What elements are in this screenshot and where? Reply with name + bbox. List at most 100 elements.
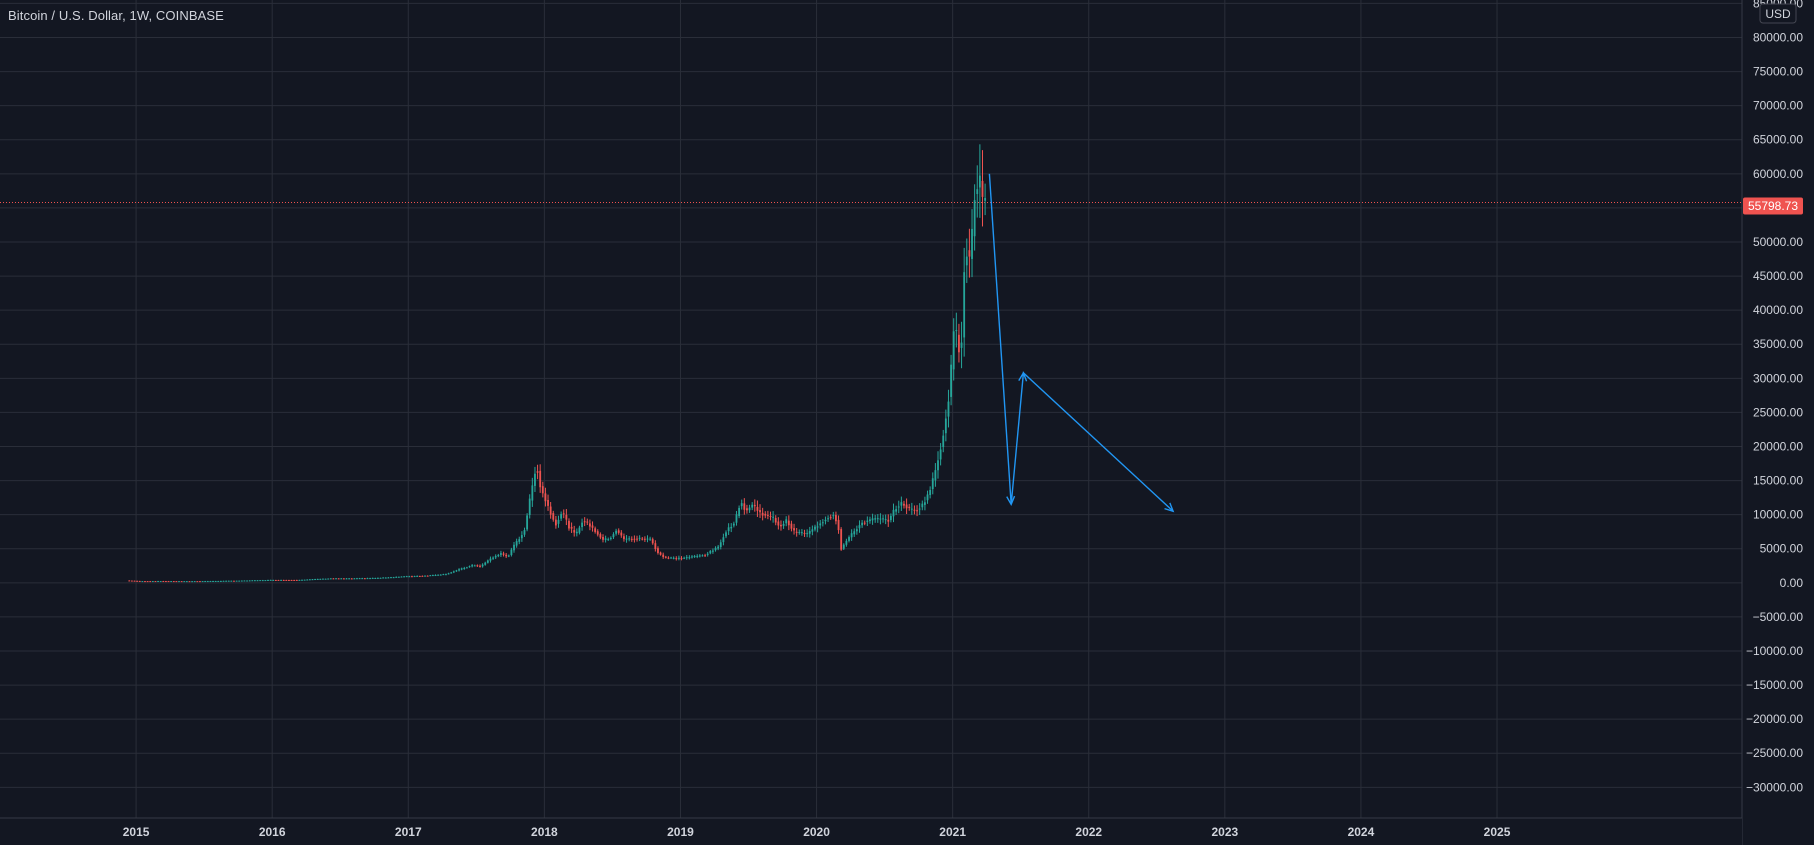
price-axis-panel[interactable]: [1742, 0, 1814, 845]
candle-body: [871, 518, 874, 521]
candle: [712, 548, 714, 554]
candle: [680, 556, 683, 561]
candle: [835, 511, 837, 525]
candle: [562, 509, 565, 519]
candle-body: [387, 577, 390, 579]
candle: [154, 581, 157, 583]
candle-body: [594, 528, 597, 532]
candle: [392, 576, 395, 579]
candle: [528, 494, 531, 519]
candle-body: [348, 578, 351, 580]
candle: [201, 581, 204, 583]
candle-body: [685, 557, 688, 559]
candle-body: [944, 418, 947, 434]
candle-body: [879, 518, 882, 520]
candle-body: [204, 581, 207, 583]
x-tick-label: 2022: [1075, 825, 1102, 839]
candle: [458, 568, 460, 572]
candle: [468, 565, 471, 568]
candle: [842, 543, 845, 551]
candle: [568, 518, 570, 531]
candle-body: [251, 580, 254, 582]
y-tick-label: 80000.00: [1753, 30, 1803, 44]
candle: [431, 574, 434, 577]
candle-body: [636, 538, 638, 540]
candle: [840, 527, 843, 551]
candle: [942, 429, 945, 453]
candle: [366, 577, 369, 580]
candle-body: [214, 580, 217, 582]
x-tick-label: 2017: [395, 825, 422, 839]
candle: [617, 528, 620, 535]
candle: [510, 547, 513, 557]
candle-body: [586, 521, 589, 523]
candle: [688, 555, 691, 560]
candle-body: [497, 554, 500, 557]
candle-body: [939, 449, 942, 460]
candle: [934, 463, 937, 487]
time-axis-panel[interactable]: [0, 818, 1742, 845]
candle: [761, 507, 764, 521]
candle: [667, 556, 670, 560]
candle: [165, 580, 167, 583]
candle-body: [379, 577, 382, 579]
candle-body: [712, 550, 714, 552]
time-axis-labels: 2015 2016 2017 2018 2019 2020 2021 2022 2023 2024…: [123, 825, 1511, 839]
candle-body: [764, 513, 767, 516]
candle-body: [133, 580, 136, 582]
candle-body: [973, 200, 976, 237]
candle-body: [167, 581, 170, 583]
candle-body: [931, 478, 934, 490]
candle-body: [193, 581, 196, 583]
candle-body: [363, 578, 366, 580]
candle-body: [463, 567, 466, 569]
candle-body: [683, 557, 686, 559]
candle: [683, 556, 686, 560]
candle-body: [900, 502, 903, 506]
candle: [322, 578, 324, 580]
candle-body: [659, 552, 662, 555]
candle-body: [185, 581, 188, 583]
candle-body: [264, 580, 267, 582]
candle: [623, 533, 625, 542]
candle-body: [183, 581, 186, 583]
candle: [557, 515, 560, 528]
candle-body: [149, 581, 152, 583]
candle: [955, 312, 958, 348]
currency-button[interactable]: USD: [1759, 3, 1797, 24]
candle: [895, 505, 898, 515]
candle: [424, 575, 426, 577]
currency-button-label[interactable]: USD: [1765, 7, 1791, 21]
candle: [795, 527, 798, 537]
candle: [722, 533, 725, 546]
candle: [837, 515, 840, 534]
candle: [269, 579, 272, 581]
candle: [222, 580, 225, 582]
candle: [897, 500, 900, 514]
candle-body: [965, 256, 968, 266]
trend-arrow-path[interactable]: [988, 173, 1174, 512]
candle: [342, 578, 345, 580]
candle: [350, 578, 353, 580]
drawing-annotations[interactable]: [988, 173, 1175, 513]
candle: [855, 525, 858, 535]
candle: [141, 581, 144, 583]
candle-body: [285, 579, 288, 581]
grid: [0, 0, 1742, 818]
candle-body: [345, 578, 348, 580]
candle-body: [654, 543, 657, 550]
candle: [539, 464, 542, 493]
candle: [704, 553, 706, 557]
candle: [290, 579, 293, 581]
candle: [612, 532, 615, 539]
candle-body: [465, 567, 468, 569]
candle: [976, 165, 979, 218]
currency-button-bg[interactable]: [1759, 3, 1797, 24]
candle: [285, 579, 288, 581]
candle: [602, 534, 604, 543]
candle-body: [824, 519, 827, 522]
candle-body: [916, 510, 918, 512]
